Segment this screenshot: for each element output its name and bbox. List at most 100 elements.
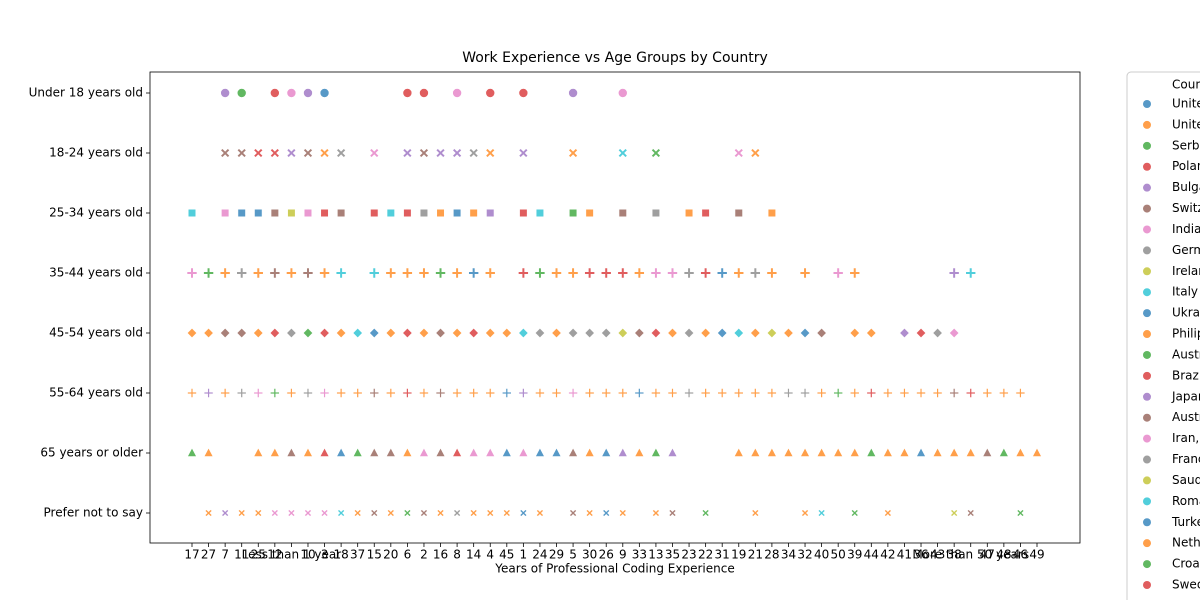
x-tick-label: 17 <box>184 548 199 562</box>
point <box>750 267 761 279</box>
point <box>899 388 910 398</box>
point <box>452 388 462 398</box>
point <box>634 327 645 339</box>
x-axis-label: Years of Professional Coding Experience <box>494 562 734 576</box>
point <box>535 208 545 218</box>
point <box>568 148 579 158</box>
point <box>485 388 496 398</box>
point <box>833 388 843 398</box>
point <box>386 388 396 398</box>
point <box>1016 509 1025 517</box>
legend-marker <box>1143 225 1151 234</box>
point <box>336 148 347 158</box>
point <box>270 88 280 98</box>
x-tick-label: 13 <box>648 548 663 562</box>
point <box>882 447 893 457</box>
point <box>269 148 280 158</box>
x-tick-label: 37 <box>350 548 365 562</box>
point <box>419 208 429 218</box>
point <box>236 148 247 158</box>
point <box>253 148 264 158</box>
point <box>304 509 312 517</box>
x-tick-label: 10 <box>300 548 315 562</box>
point <box>733 388 744 398</box>
point <box>319 447 330 457</box>
x-tick-label: 49 <box>1029 548 1044 562</box>
x-tick-label: 33 <box>632 548 647 562</box>
point <box>800 388 810 398</box>
point <box>369 388 380 398</box>
point <box>832 267 844 279</box>
legend-marker <box>1143 539 1151 548</box>
chart-title: Work Experience vs Age Groups by Country <box>462 50 768 66</box>
point <box>518 148 529 158</box>
x-tick-label: 2 <box>420 548 428 562</box>
point <box>353 509 362 517</box>
legend-marker <box>1143 288 1151 297</box>
point <box>617 327 629 339</box>
point <box>203 267 214 279</box>
point <box>286 148 297 158</box>
x-tick-label: 34 <box>781 548 796 562</box>
point <box>734 208 743 218</box>
point <box>816 388 827 398</box>
point <box>468 148 479 158</box>
point <box>418 267 430 279</box>
point <box>436 208 445 218</box>
point <box>567 267 579 279</box>
point <box>452 208 462 218</box>
point <box>402 148 413 158</box>
legend-label: Philippines <box>1172 327 1200 341</box>
x-tick-label: 26 <box>599 548 614 562</box>
point <box>286 88 297 98</box>
point <box>667 388 678 398</box>
point <box>899 447 910 457</box>
x-tick-label: 21 <box>748 548 763 562</box>
y-tick-label: 25-34 years old <box>49 206 143 220</box>
point <box>486 208 495 218</box>
point <box>435 327 446 339</box>
point <box>534 447 545 457</box>
y-tick-label: 18-24 years old <box>49 146 143 160</box>
point <box>468 327 479 339</box>
legend-marker <box>1143 497 1151 506</box>
point <box>368 267 380 279</box>
point <box>502 509 511 517</box>
point <box>799 267 811 279</box>
point <box>303 148 313 158</box>
legend-label: India <box>1172 222 1200 236</box>
y-tick-label: Prefer not to say <box>44 506 143 520</box>
point <box>302 327 314 339</box>
point <box>402 388 413 398</box>
point <box>420 509 428 517</box>
point <box>667 267 678 279</box>
point <box>551 447 562 457</box>
legend-label: Saudi Arabia <box>1172 473 1200 487</box>
point <box>370 509 379 517</box>
point <box>750 148 761 158</box>
point <box>221 509 230 517</box>
legend-label: Netherlands <box>1172 536 1200 550</box>
legend-marker <box>1143 330 1151 339</box>
x-tick-label: Less than 1 year <box>242 548 342 562</box>
point <box>948 327 960 339</box>
point <box>486 509 495 517</box>
point <box>667 327 678 339</box>
point <box>286 267 297 279</box>
point <box>485 327 496 339</box>
x-tick-label: 36 <box>913 548 928 562</box>
x-tick-label: 45 <box>499 548 514 562</box>
point <box>684 208 694 218</box>
point <box>534 267 546 279</box>
point <box>319 388 330 398</box>
point <box>435 267 446 279</box>
point <box>767 388 777 398</box>
point <box>849 447 860 457</box>
point <box>286 388 297 398</box>
point <box>982 388 993 398</box>
point <box>219 267 231 279</box>
point <box>584 327 595 339</box>
point <box>932 388 943 398</box>
point <box>584 267 595 279</box>
point <box>204 509 213 517</box>
